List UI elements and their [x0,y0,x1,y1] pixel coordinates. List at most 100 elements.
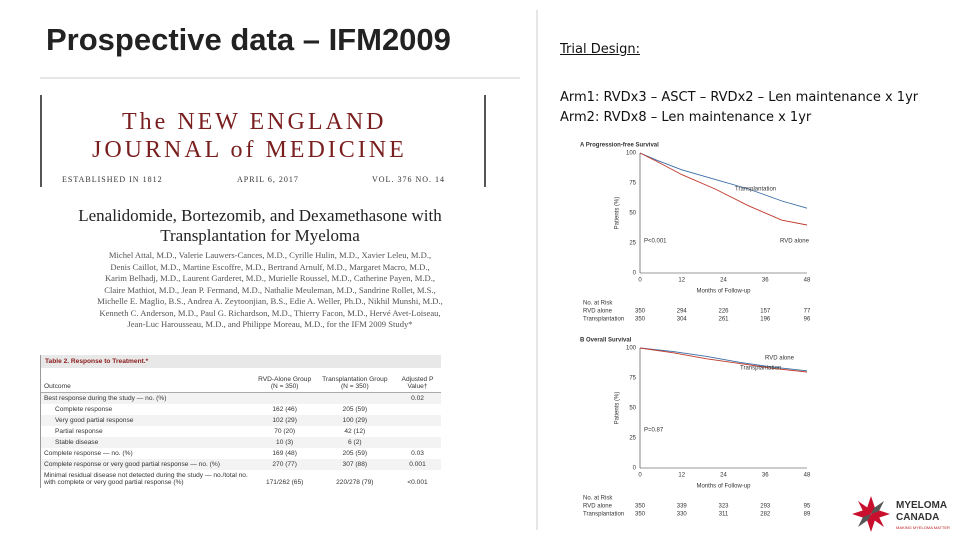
author-line: Michelle E. Maglio, B.S., Andrea A. Zeyt… [97,296,443,306]
journal-name: JOURNAL of MEDICINE [92,137,407,163]
at-risk-group: Transplantation [583,317,624,323]
y-tick-label: 75 [629,376,636,382]
at-risk-count: 330 [677,512,688,518]
survival-curve [639,152,808,226]
table-cell: Complete response [55,406,113,413]
table-cell: 162 (46) [272,406,297,413]
author-line: Kenneth C. Anderson, M.D., Paul G. Richa… [99,307,441,318]
y-tick-label: 75 [629,181,636,187]
table-cell [394,437,441,448]
x-tick-label: 48 [804,278,811,284]
table-cell [394,415,441,426]
y-tick-label: 100 [626,346,637,352]
logo-text: MYELOMA [896,500,948,511]
table-row: Complete response or very good partial r… [41,459,441,470]
logo-mark [852,496,890,532]
table-cell: Partial response [55,428,103,435]
y-tick-label: 50 [629,211,636,217]
at-risk-count: 261 [718,317,729,323]
table-cell [316,393,394,405]
x-tick-label: 12 [678,473,685,479]
table: Outcome RVD-Alone Group (N = 350) Transpla… [41,368,441,488]
at-risk-count: 350 [635,504,646,510]
arm: Arm1: RVDx3 – ASCT – RVDx2 – Len mainten… [560,90,919,105]
author-line: Denis Caillot, M.D., Martine Escoffre, M… [110,261,430,272]
chart-title: B Overall Survival [580,338,632,344]
table-cell: 42 (12) [344,428,366,435]
y-tick-label: 25 [629,436,636,442]
km-charts: A Progression-free Survival Patients (%) 0… [580,143,811,518]
y-tick-label: 50 [629,406,636,412]
table-row: Complete response — no. (%) 169 (48) 205 (… [41,448,441,459]
header-cell: RVD-Alone Group (N = 350) [253,368,316,393]
table-cell: 171/262 (65) [265,479,304,486]
slide-title: Prospective data – IFM2009 [46,22,451,57]
y-axis-label: Patients (%) [615,392,621,425]
table-cell: Best response during the study — no. (%) [44,395,167,402]
logo-tagline: MAKING MYELOMA MATTER [896,525,950,530]
at-risk-count: 196 [760,317,771,323]
table-cell: 0.02 [411,395,424,402]
at-risk-count: 350 [635,512,646,518]
header-row: Outcome RVD-Alone Group (N = 350) Transpla… [41,368,441,393]
survival-curve [639,152,808,209]
x-tick-label: 36 [762,278,769,284]
table-cell: 102 (29) [272,417,297,424]
x-tick-label: 24 [720,473,727,479]
y-axis-label: Patients (%) [615,197,621,230]
p-value: P<0.001 [644,239,667,245]
journal-meta: VOL. 376 NO. 14 [372,175,445,184]
table-cell: Stable disease [55,439,99,446]
trial-design: Trial Design: Arm1: RVDx3 – ASCT – RVDx2… [560,40,918,128]
curve-label: Transplantation [740,366,781,372]
y-tick-label: 0 [633,271,637,277]
table-cell: 10 (3) [276,439,294,446]
table-cell: 220/278 (79) [336,479,374,486]
at-risk-count: 339 [677,504,688,510]
y-tick-label: 25 [629,241,636,247]
logo: MYELOMA CANADA MAKING MYELOMA MATTER [850,494,950,539]
table-row: Very good partial response 102 (29) 100 (2… [41,415,441,426]
at-risk-count: 304 [677,317,688,323]
at-risk-count: 350 [635,317,646,323]
table-cell: Complete response or very good partial r… [44,461,220,468]
header-cell: Transplantation Group (N = 350) [315,368,394,393]
table-cell: 100 (29) [342,417,368,424]
table-cell [394,426,441,437]
at-risk-group: Transplantation [583,512,624,518]
at-risk-group: RVD alone [583,309,613,315]
table-cell: 6 (2) [348,439,362,446]
article-title: Lenalidomide, Bortezomib, and Dexamethas… [78,206,442,245]
x-tick-label: 0 [638,473,642,479]
author-line: Claire Mathiot, M.D., Jean P. Fermand, M… [104,284,436,295]
at-risk-count: 294 [677,309,688,315]
survival-curve [639,347,808,373]
table-cell: Complete response — no. (%) [44,450,133,457]
logo-text: CANADA [896,512,940,523]
x-tick-label: 0 [638,278,642,284]
x-tick-label: 12 [678,278,685,284]
authors: Michel Attal, M.D., Valerie Lauwers-Canc… [60,250,480,331]
author-line: Jean-Luc Harousseau, M.D., and Philippe … [127,319,413,329]
table-row: Partial response 70 (20) 42 (12) [41,426,441,437]
trial-design-heading: Trial Design: [560,42,640,57]
table-cell: 70 (20) [274,428,296,435]
chart-title: A Progression-free Survival [580,143,659,149]
at-risk-count: 157 [760,309,771,315]
author-line: Karim Belhadj, M.D., Laurent Garderet, M… [104,273,436,283]
at-risk-count: 89 [804,512,811,518]
journal-name: The NEW ENGLAND [122,109,387,135]
table-cell: Minimal residual disease not detected du… [44,472,248,486]
at-risk-count: 96 [804,317,811,323]
curve-label: Transplantation [735,187,776,193]
table-cell: <0.001 [407,479,428,486]
table-cell [394,404,441,415]
table-cell [254,393,316,405]
p-value: P=0.87 [644,428,664,434]
table-cell: 205 (59) [342,406,368,413]
at-risk-label: No. at Risk [583,496,613,502]
table-row: Complete response 162 (46) 205 (59) [41,404,441,415]
table-cell: Very good partial response [55,417,134,424]
journal-masthead: The NEW ENGLAND JOURNAL of MEDICINE ESTA… [40,95,486,187]
